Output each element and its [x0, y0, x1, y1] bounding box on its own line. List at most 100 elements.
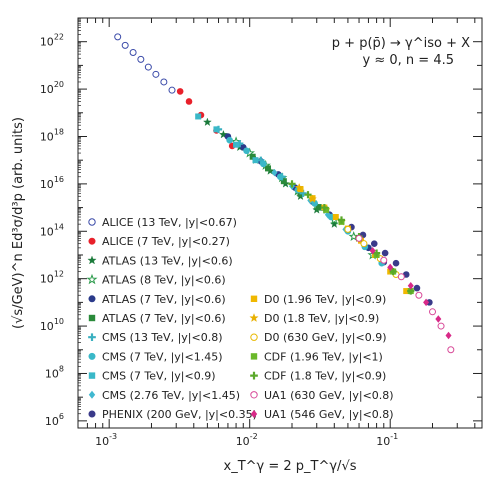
- data-point-s0-5: [152, 70, 160, 78]
- data-point-s16-1: [380, 256, 388, 264]
- data-point-s8-2: [233, 141, 240, 148]
- legend-entry-10: PHENIX (200 GeV, |y|<0.35): [88, 408, 257, 421]
- data-point-s16-2: [397, 273, 405, 281]
- data-point-s17-4: [435, 315, 442, 323]
- legend-marker-7: [88, 352, 96, 360]
- data-point-s2-1: [218, 129, 228, 139]
- legend-label-15: CDF (1.8 TeV, |y|<0.9): [264, 370, 386, 383]
- data-point-s15-6: [389, 267, 397, 276]
- data-point-s17-2: [407, 282, 414, 290]
- legend-entry-17: UA1 (546 GeV, |y|<0.8): [250, 408, 394, 421]
- data-point-s9-0: [271, 168, 278, 177]
- y-tick-label: 1018: [40, 127, 64, 143]
- data-point-s0-4: [144, 63, 152, 71]
- legend-marker-3: [86, 273, 98, 285]
- legend-entry-5: ATLAS (7 TeV, |y|<0.6): [88, 312, 226, 325]
- legend-label-14: CDF (1.96 TeV, |y|<1): [264, 350, 383, 363]
- data-point-s5-0: [249, 153, 256, 160]
- y-tick-label: 1014: [40, 222, 64, 238]
- data-point-s15-2: [320, 203, 328, 212]
- legend-label-3: ATLAS (8 TeV, |y|<0.6): [102, 274, 226, 287]
- data-point-s12-1: [308, 194, 317, 203]
- data-point-s0-2: [129, 49, 137, 57]
- data-point-s0-0: [114, 33, 122, 41]
- legend-label-13: D0 (630 GeV, |y|<0.9): [264, 331, 386, 344]
- legend-entry-3: ATLAS (8 TeV, |y|<0.6): [86, 273, 226, 287]
- data-point-s7-0: [226, 136, 233, 144]
- legend-label-1: ALICE (7 TeV, |y|<0.27): [102, 235, 230, 248]
- y-tick-label: 1020: [40, 80, 64, 96]
- data-point-s16-0: [355, 234, 363, 242]
- legend-marker-4: [88, 295, 96, 303]
- x-axis-title: x_T^γ = 2 p_T^γ/√s: [224, 459, 357, 474]
- data-point-s0-7: [168, 86, 176, 94]
- x-tick-label: 10-2: [236, 432, 258, 448]
- data-point-s10-3: [381, 249, 389, 257]
- data-point-s8-0: [195, 113, 202, 120]
- legend-label-5: ATLAS (7 TeV, |y|<0.6): [102, 312, 226, 325]
- legend-label-12: D0 (1.8 TeV, |y|<0.9): [264, 312, 379, 325]
- legend-label-0: ALICE (13 TeV, |y|<0.67): [102, 216, 237, 229]
- legend-marker-8: [88, 372, 96, 379]
- x-axis-label: x_T^γ = 2 p_T^γ/√s: [224, 459, 357, 474]
- data-point-s0-3: [137, 55, 145, 63]
- legend-marker-13: [250, 333, 258, 341]
- data-point-s0-6: [160, 78, 168, 86]
- axis-ticks: [77, 18, 482, 428]
- legend-marker-10: [88, 410, 96, 418]
- legend-marker-9: [88, 390, 96, 399]
- legend-marker-17: [250, 410, 258, 418]
- legend-entry-11: D0 (1.96 TeV, |y|<0.9): [250, 293, 386, 306]
- data-marks: [114, 33, 455, 354]
- series-16: [355, 234, 455, 354]
- legend-label-17: UA1 (546 GeV, |y|<0.8): [264, 408, 394, 421]
- annotation-line-2: y ≈ 0, n = 4.5: [363, 53, 454, 68]
- y-tick-label: 108: [45, 364, 64, 380]
- legend-entry-1: ALICE (7 TeV, |y|<0.27): [88, 235, 230, 248]
- plot-frame: [77, 17, 483, 429]
- legend-entry-8: CMS (7 TeV, |y|<0.9): [88, 370, 216, 383]
- data-point-s17-0: [369, 247, 376, 255]
- legend-marker-1: [88, 237, 96, 245]
- y-tick-label: 1016: [40, 175, 64, 191]
- data-point-s10-4: [392, 259, 400, 267]
- legend-entry-16: UA1 (630 GeV, |y|<0.8): [250, 389, 394, 402]
- data-point-s13-0: [344, 225, 352, 233]
- y-tick-label: 1012: [40, 270, 64, 286]
- legend-marker-14: [250, 353, 258, 360]
- x-tick-label: 10-1: [376, 432, 398, 448]
- data-point-s1-0: [176, 88, 184, 95]
- data-point-s14-0: [323, 206, 330, 213]
- x-tick-label: 10-3: [95, 432, 117, 448]
- data-point-s17-3: [423, 298, 430, 307]
- legend-label-16: UA1 (630 GeV, |y|<0.8): [264, 389, 394, 402]
- legend-marker-11: [250, 295, 258, 302]
- y-axis-label: (√s/GeV)^n Ed³σ/d³p (arb. units): [11, 117, 26, 329]
- data-point-s8-3: [252, 157, 259, 164]
- data-point-s16-6: [447, 346, 455, 354]
- series-8: [195, 113, 259, 164]
- legend-marker-12: [249, 313, 259, 322]
- data-point-s15-5: [372, 249, 381, 257]
- series-17: [369, 247, 452, 340]
- legend-entry-9: CMS (2.76 TeV, |y|<1.45): [88, 389, 240, 402]
- legend-marker-0: [88, 218, 96, 226]
- legend-marker-6: [88, 333, 96, 342]
- data-point-s11-8: [403, 288, 410, 295]
- data-point-s3-7: [348, 231, 359, 242]
- legend-entry-14: CDF (1.96 TeV, |y|<1): [250, 350, 383, 363]
- legend-marker-5: [88, 314, 96, 322]
- annotation-line-1: p + p(p̄) → γ^iso + X: [332, 36, 470, 51]
- y-axis-title: (√s/GeV)^n Ed³σ/d³p (arb. units): [11, 117, 26, 329]
- tick-labels: 10-3 10-2 10-1 106 108 1010 1012 1014 1016 1018 10…: [40, 33, 398, 448]
- data-point-s0-1: [121, 41, 129, 49]
- data-point-s15-3: [337, 216, 346, 224]
- legend-label-9: CMS (2.76 TeV, |y|<1.45): [102, 389, 240, 402]
- legend-entry-2: ATLAS (13 TeV, |y|<0.6): [87, 254, 233, 267]
- data-point-s5-1: [265, 165, 272, 172]
- legend-entry-7: CMS (7 TeV, |y|<1.45): [88, 350, 223, 363]
- data-point-s15-1: [304, 191, 312, 199]
- legend-entry-15: CDF (1.8 TeV, |y|<0.9): [250, 370, 386, 383]
